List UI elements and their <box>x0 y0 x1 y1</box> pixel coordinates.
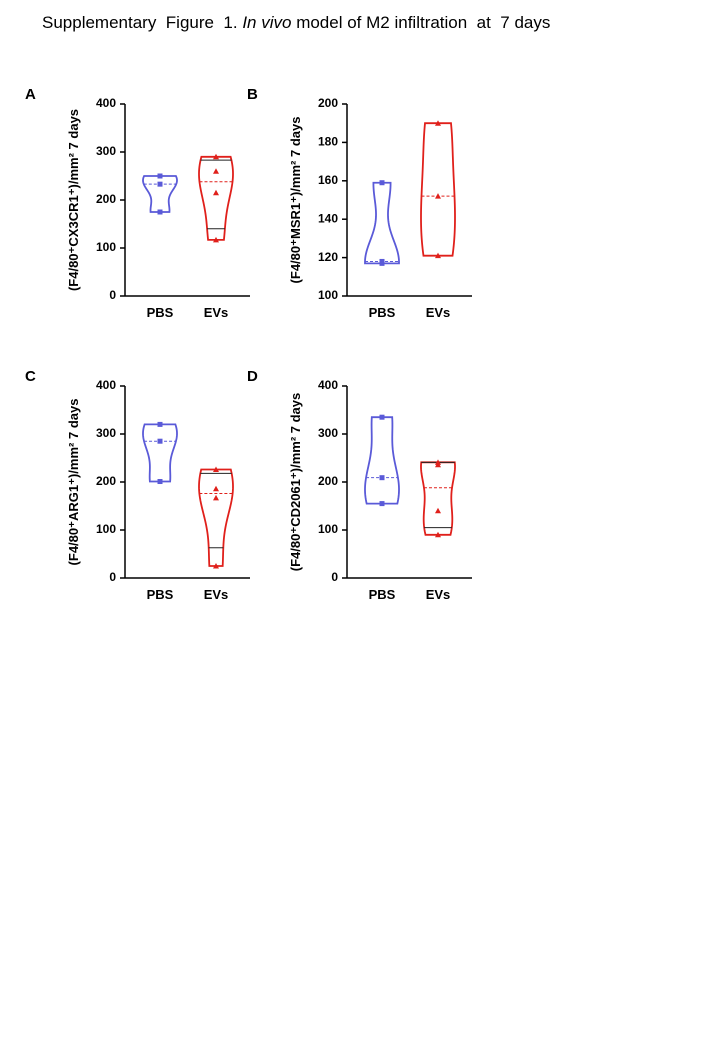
y-tick-label: 400 <box>96 96 116 110</box>
data-point <box>213 563 219 569</box>
violin <box>364 416 400 505</box>
y-tick-label: 200 <box>318 96 338 110</box>
data-point <box>157 421 163 427</box>
data-point <box>379 475 385 481</box>
data-point <box>157 181 163 187</box>
y-tick-label: 200 <box>96 192 116 206</box>
title-text: model of M2 infiltration at 7 days <box>291 13 550 32</box>
y-tick-label: 200 <box>318 474 338 488</box>
data-point <box>157 438 163 444</box>
violin <box>198 468 234 567</box>
y-tick-label: 400 <box>96 378 116 392</box>
data-point <box>379 501 385 507</box>
violin <box>198 155 234 241</box>
data-point <box>213 189 219 196</box>
y-tick-label: 0 <box>109 288 116 302</box>
data-point <box>435 120 441 126</box>
x-tick-label: PBS <box>147 587 174 602</box>
y-tick-label: 100 <box>96 240 116 254</box>
y-axis-label: (F4/80⁺ARG1⁺)/mm² 7 days <box>66 399 81 566</box>
x-tick-label: EVs <box>204 587 229 602</box>
panel-label: D <box>247 368 258 385</box>
data-point <box>157 209 163 215</box>
violin <box>142 423 178 483</box>
data-point <box>213 485 219 492</box>
y-tick-label: 300 <box>318 426 338 440</box>
violin <box>420 122 456 257</box>
x-tick-label: PBS <box>369 587 396 602</box>
panel-label: A <box>25 86 36 103</box>
panel-label: C <box>25 368 36 385</box>
data-point <box>157 479 163 485</box>
y-axis-label: (F4/80⁺MSR1⁺)/mm² 7 days <box>288 117 303 284</box>
data-point <box>435 252 441 259</box>
x-tick-label: EVs <box>426 305 451 320</box>
data-point <box>213 236 219 243</box>
y-axis-label: (F4/80⁺CX3CR1⁺)/mm² 7 days <box>66 109 81 291</box>
y-tick-label: 400 <box>318 378 338 392</box>
data-point <box>157 173 163 179</box>
data-point <box>435 461 441 468</box>
data-point <box>213 168 219 174</box>
x-tick-label: EVs <box>204 305 229 320</box>
y-tick-label: 140 <box>318 211 338 225</box>
data-point <box>379 260 385 266</box>
title-text: Supplementary Figure 1. <box>42 13 242 32</box>
x-tick-label: EVs <box>426 587 451 602</box>
y-tick-label: 300 <box>96 144 116 158</box>
violin <box>142 175 178 213</box>
data-point <box>213 466 219 473</box>
violin <box>364 181 400 265</box>
data-point <box>435 531 441 538</box>
data-point <box>213 153 219 160</box>
y-tick-label: 0 <box>109 570 116 584</box>
data-point <box>379 414 385 420</box>
y-tick-label: 160 <box>318 173 338 187</box>
panel-label: B <box>247 86 258 103</box>
data-point <box>213 494 219 501</box>
y-tick-label: 100 <box>318 522 338 536</box>
figure-title: Supplementary Figure 1. In vivo model of… <box>42 13 550 32</box>
x-tick-label: PBS <box>147 305 174 320</box>
y-tick-label: 180 <box>318 135 338 149</box>
y-tick-label: 200 <box>96 474 116 488</box>
data-point <box>435 507 441 514</box>
data-point <box>435 193 441 199</box>
y-tick-label: 120 <box>318 250 338 264</box>
y-tick-label: 100 <box>96 522 116 536</box>
data-point <box>379 180 385 186</box>
y-tick-label: 100 <box>318 288 338 302</box>
y-tick-label: 0 <box>331 570 338 584</box>
title-italic: In vivo <box>242 13 291 32</box>
y-tick-label: 300 <box>96 426 116 440</box>
y-axis-label: (F4/80⁺CD2061⁺)/mm² 7 days <box>288 393 303 571</box>
x-tick-label: PBS <box>369 305 396 320</box>
